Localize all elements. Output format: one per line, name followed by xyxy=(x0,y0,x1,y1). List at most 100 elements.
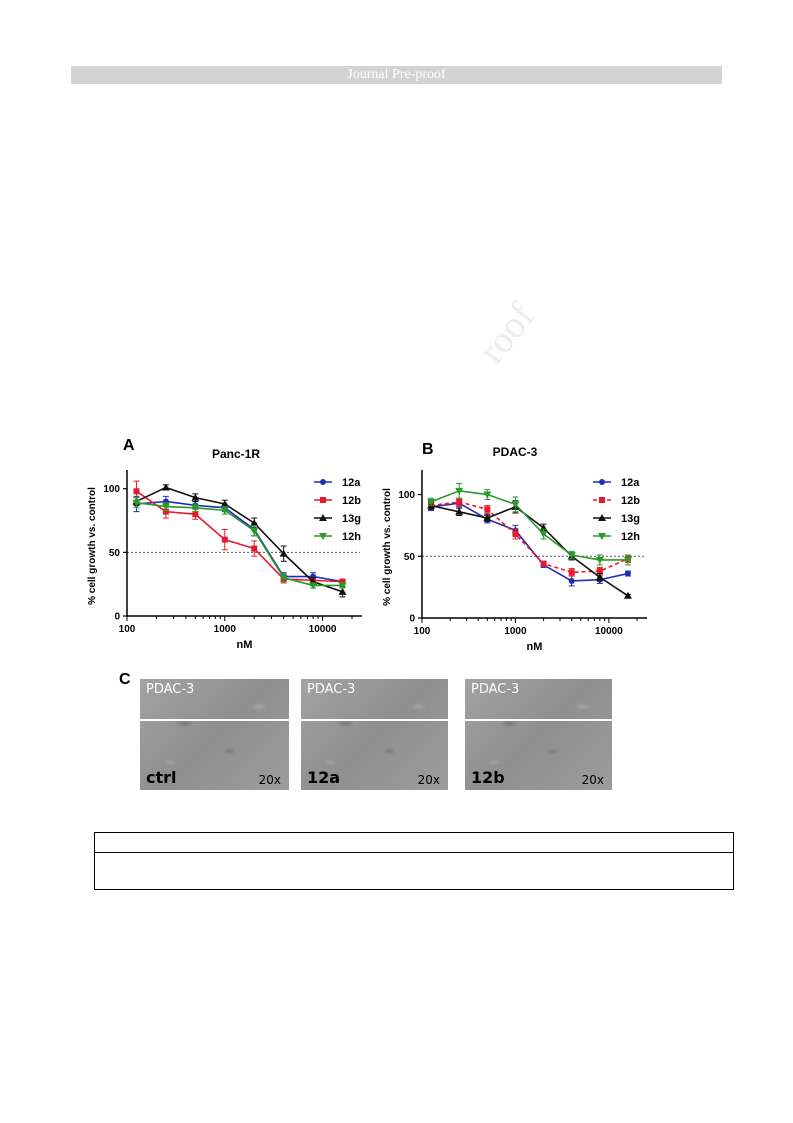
y-tick-label: 0 xyxy=(409,614,415,625)
data-point xyxy=(161,483,170,491)
chart-panel-b: B PDAC-3 0 50 100 100 1000 10000 nM % cell growth… xyxy=(382,441,647,653)
micrograph-magnification: 20x xyxy=(258,773,281,787)
y-axis-label: % cell growth vs. control xyxy=(382,488,393,606)
series-line-12h xyxy=(430,489,628,561)
data-point xyxy=(596,568,603,575)
x-tick-label: 10000 xyxy=(309,624,337,635)
data-point xyxy=(338,587,347,595)
table-border-right xyxy=(733,832,734,890)
data-point xyxy=(567,552,576,560)
micrograph-12b: PDAC-3 12b 20x xyxy=(465,679,612,790)
micrograph-magnification: 20x xyxy=(417,773,440,787)
data-point xyxy=(624,570,631,577)
data-point xyxy=(320,479,326,485)
data-point xyxy=(279,574,288,582)
data-point xyxy=(568,569,575,576)
y-tick-label: 50 xyxy=(109,548,121,559)
table-rule-mid xyxy=(94,852,734,853)
x-axis-label: nM xyxy=(527,641,543,653)
data-point xyxy=(623,556,632,564)
data-point xyxy=(483,513,492,521)
micrograph-condition: 12b xyxy=(471,768,505,787)
chart-panel-a: A Panc-1R 0 50 100 100 1000 10000 nM % cell growt… xyxy=(87,437,362,651)
data-point xyxy=(539,531,548,539)
data-point xyxy=(512,531,519,538)
series-line-12b xyxy=(136,490,343,583)
x-axis-label: nM xyxy=(237,639,253,651)
data-point xyxy=(191,504,200,512)
data-point xyxy=(483,491,492,499)
micrograph-cell-line: PDAC-3 xyxy=(471,682,520,697)
data-point xyxy=(221,536,228,543)
panel-letter: B xyxy=(422,441,434,458)
micrograph-condition: 12a xyxy=(307,768,341,787)
legend-label-12h: 12h xyxy=(621,531,640,543)
data-point xyxy=(191,493,200,501)
data-point xyxy=(599,479,605,485)
x-tick-label: 1000 xyxy=(214,624,237,635)
data-point xyxy=(455,507,464,515)
micrograph-magnification: 20x xyxy=(581,773,604,787)
data-point xyxy=(319,533,327,540)
x-tick-label: 100 xyxy=(414,626,431,637)
data-point xyxy=(623,591,632,599)
data-point xyxy=(484,506,491,513)
data-point xyxy=(427,498,436,506)
legend-label-13g: 13g xyxy=(342,513,361,525)
legend-label-12b: 12b xyxy=(342,495,361,507)
legend-label-12h: 12h xyxy=(342,531,361,543)
data-point xyxy=(192,511,199,518)
data-point xyxy=(251,545,258,552)
data-point xyxy=(161,503,170,511)
data-point xyxy=(511,501,520,509)
y-axis-label: % cell growth vs. control xyxy=(87,487,98,605)
series-line-13g xyxy=(430,504,629,597)
data-point xyxy=(162,508,169,515)
data-point xyxy=(133,488,140,495)
legend-label-12a: 12a xyxy=(621,477,640,489)
journal-banner: Journal Pre-proof xyxy=(71,66,722,84)
watermark: roof xyxy=(470,295,543,372)
panel-letter: A xyxy=(123,437,135,454)
micrograph-condition: ctrl xyxy=(146,768,177,787)
y-tick-label: 100 xyxy=(103,484,120,495)
data-point xyxy=(220,500,229,507)
data-point xyxy=(250,527,259,535)
data-point xyxy=(598,533,606,540)
series-line-12b xyxy=(430,501,629,574)
legend-label-13g: 13g xyxy=(621,513,640,525)
x-tick-label: 100 xyxy=(119,624,136,635)
data-point xyxy=(456,498,463,505)
y-tick-label: 50 xyxy=(404,552,416,563)
data-point xyxy=(220,507,229,515)
data-point xyxy=(338,582,347,590)
data-point xyxy=(595,573,604,581)
data-point xyxy=(598,514,606,521)
panel-c-label: C xyxy=(119,671,131,688)
data-point xyxy=(309,582,318,590)
empty-table xyxy=(94,832,734,890)
data-point xyxy=(132,499,141,507)
micrograph-cell-line: PDAC-3 xyxy=(307,682,356,697)
data-point xyxy=(250,519,259,527)
data-point xyxy=(540,560,547,567)
data-point xyxy=(320,497,326,503)
series-line-13g xyxy=(136,486,343,593)
y-tick-label: 0 xyxy=(114,612,120,623)
chart-title: PDAC-3 xyxy=(493,445,538,459)
data-point xyxy=(568,577,575,584)
table-border-left xyxy=(94,832,95,890)
data-point xyxy=(339,578,346,585)
table-rule-bottom xyxy=(94,889,734,890)
data-point xyxy=(279,549,288,557)
x-tick-label: 1000 xyxy=(504,626,527,637)
data-point xyxy=(595,556,604,564)
data-point xyxy=(599,497,605,503)
series-line-12a xyxy=(430,502,629,582)
x-tick-label: 10000 xyxy=(595,626,623,637)
table-rule-top xyxy=(94,832,734,833)
micrograph-cell-line: PDAC-3 xyxy=(146,682,195,697)
legend-label-12a: 12a xyxy=(342,477,361,489)
legend-label-12b: 12b xyxy=(621,495,640,507)
series-line-12h xyxy=(136,501,343,587)
